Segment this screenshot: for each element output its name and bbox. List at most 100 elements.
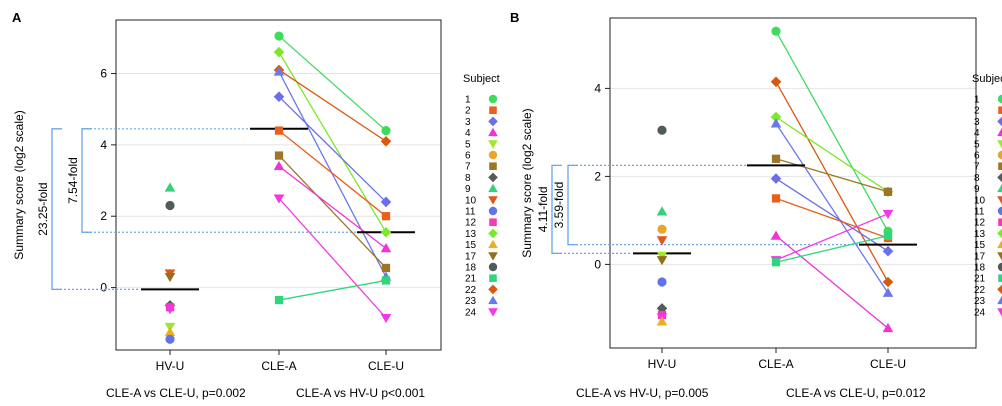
pair-line [278, 130, 387, 217]
legend-entry-label: 9 [974, 184, 980, 195]
y-tick-label: 4 [594, 81, 601, 95]
legend-entry-marker [488, 172, 498, 183]
legend-entry-label: 10 [465, 195, 477, 206]
pair-line [775, 116, 889, 193]
fold-label: 23.25-fold [36, 182, 50, 235]
x-tick-label: HV-U [156, 359, 185, 373]
legend-entry-label: 12 [974, 218, 986, 229]
fold-bracket [81, 128, 92, 233]
legend-entry-marker [488, 196, 498, 205]
fold-label: 4.11-fold [536, 186, 550, 232]
fold-label: 7.54-fold [66, 157, 80, 204]
legend-entry-marker [489, 274, 497, 282]
data-point-cle-u [380, 226, 392, 238]
legend-entry-label: 22 [465, 285, 477, 296]
data-point-hv-u [164, 182, 176, 192]
legend-entry-marker [997, 206, 1002, 216]
panel-label: A [12, 10, 22, 25]
legend-entry-marker [998, 106, 1002, 114]
legend-entry-marker [997, 140, 1002, 149]
legend-title: Subject [463, 73, 500, 85]
data-point-cle-a [770, 230, 782, 240]
pair-line [278, 69, 387, 142]
stats-text: CLE-A vs CLE-U, p=0.002 [106, 386, 246, 400]
pair-line [775, 197, 889, 239]
legend-entry-marker [488, 140, 498, 149]
legend-entry-label: 6 [465, 151, 471, 162]
legend-entry-label: 3 [465, 117, 471, 128]
legend-entry-label: 4 [974, 128, 980, 139]
legend-entry-label: 5 [974, 139, 980, 150]
data-point-hv-u [656, 316, 668, 326]
legend-entry-marker [997, 183, 1002, 193]
data-point-cle-u [381, 125, 391, 136]
data-point-cle-u [381, 212, 391, 221]
legend-entry-label: 12 [465, 218, 477, 229]
data-point-cle-u [381, 263, 391, 273]
data-point-cle-a [273, 194, 285, 204]
legend-entry-marker [997, 228, 1002, 239]
data-point-cle-u [380, 313, 392, 324]
legend-entry-label: 15 [974, 240, 986, 251]
data-point-cle-u [882, 287, 894, 297]
legend-entry-marker [488, 295, 498, 305]
stats-text: CLE-A vs HV-U, p=0.005 [576, 386, 709, 400]
legend-entry-label: 13 [465, 229, 477, 240]
data-point-cle-a [771, 194, 781, 203]
y-tick-label: 6 [100, 67, 107, 81]
pair-line [278, 96, 387, 203]
pair-line [278, 71, 387, 278]
x-tick-label: CLE-A [261, 359, 296, 373]
plot-frame [609, 17, 977, 349]
data-point-cle-u [882, 245, 894, 257]
y-axis-label: Summary score (log2 scale) [12, 110, 26, 259]
legend-entry-label: 1 [465, 95, 471, 106]
data-point-hv-u [657, 277, 667, 287]
data-point-cle-a [273, 91, 285, 102]
legend-entry-marker [997, 196, 1002, 205]
data-point-cle-a [274, 151, 284, 160]
data-point-cle-u [380, 136, 392, 147]
data-point-cle-u [882, 276, 894, 288]
legend-entry-label: 9 [465, 184, 471, 195]
legend-entry-label: 10 [974, 195, 986, 206]
pair-line [278, 279, 387, 301]
legend-entry-marker [998, 162, 1002, 170]
data-point-hv-u [656, 303, 668, 314]
legend-entry-label: 23 [465, 296, 477, 307]
data-point-cle-a [771, 258, 781, 267]
legend-entry-label: 2 [974, 106, 980, 117]
data-point-hv-u [656, 206, 668, 216]
legend-entry-marker [998, 274, 1002, 282]
pair-line [278, 155, 387, 269]
stats-text: CLE-A vs HV-U p<0.001 [296, 386, 425, 400]
legend-entry-label: 18 [974, 263, 986, 274]
legend-entry-marker [997, 252, 1002, 261]
legend-entry-label: 8 [465, 173, 471, 184]
data-point-cle-a [771, 26, 781, 36]
y-axis-label: Summary score (log2 scale) [520, 108, 534, 257]
legend-entry-marker [488, 228, 498, 239]
pair-line [775, 158, 889, 193]
data-point-cle-a [770, 118, 782, 128]
data-point-hv-u [164, 305, 176, 315]
y-tick-label: 4 [100, 138, 107, 152]
legend-entry-marker [997, 308, 1002, 317]
fold-label: 3.59-fold [552, 182, 566, 229]
pair-line [278, 197, 387, 319]
fold-bracket [567, 164, 578, 246]
data-point-cle-a [274, 31, 284, 41]
legend-entry-label: 7 [974, 162, 980, 173]
data-point-hv-u [165, 200, 175, 211]
data-point-hv-u [164, 326, 176, 337]
legend-entry-marker [997, 262, 1002, 272]
legend-entry-label: 22 [974, 285, 986, 296]
data-point-cle-u [381, 276, 391, 285]
legend-entry-marker [488, 252, 498, 261]
pair-line [775, 81, 889, 283]
legend-entry-marker [488, 308, 498, 317]
legend-entry-label: 15 [465, 240, 477, 251]
y-tick-label: 0 [594, 257, 601, 271]
